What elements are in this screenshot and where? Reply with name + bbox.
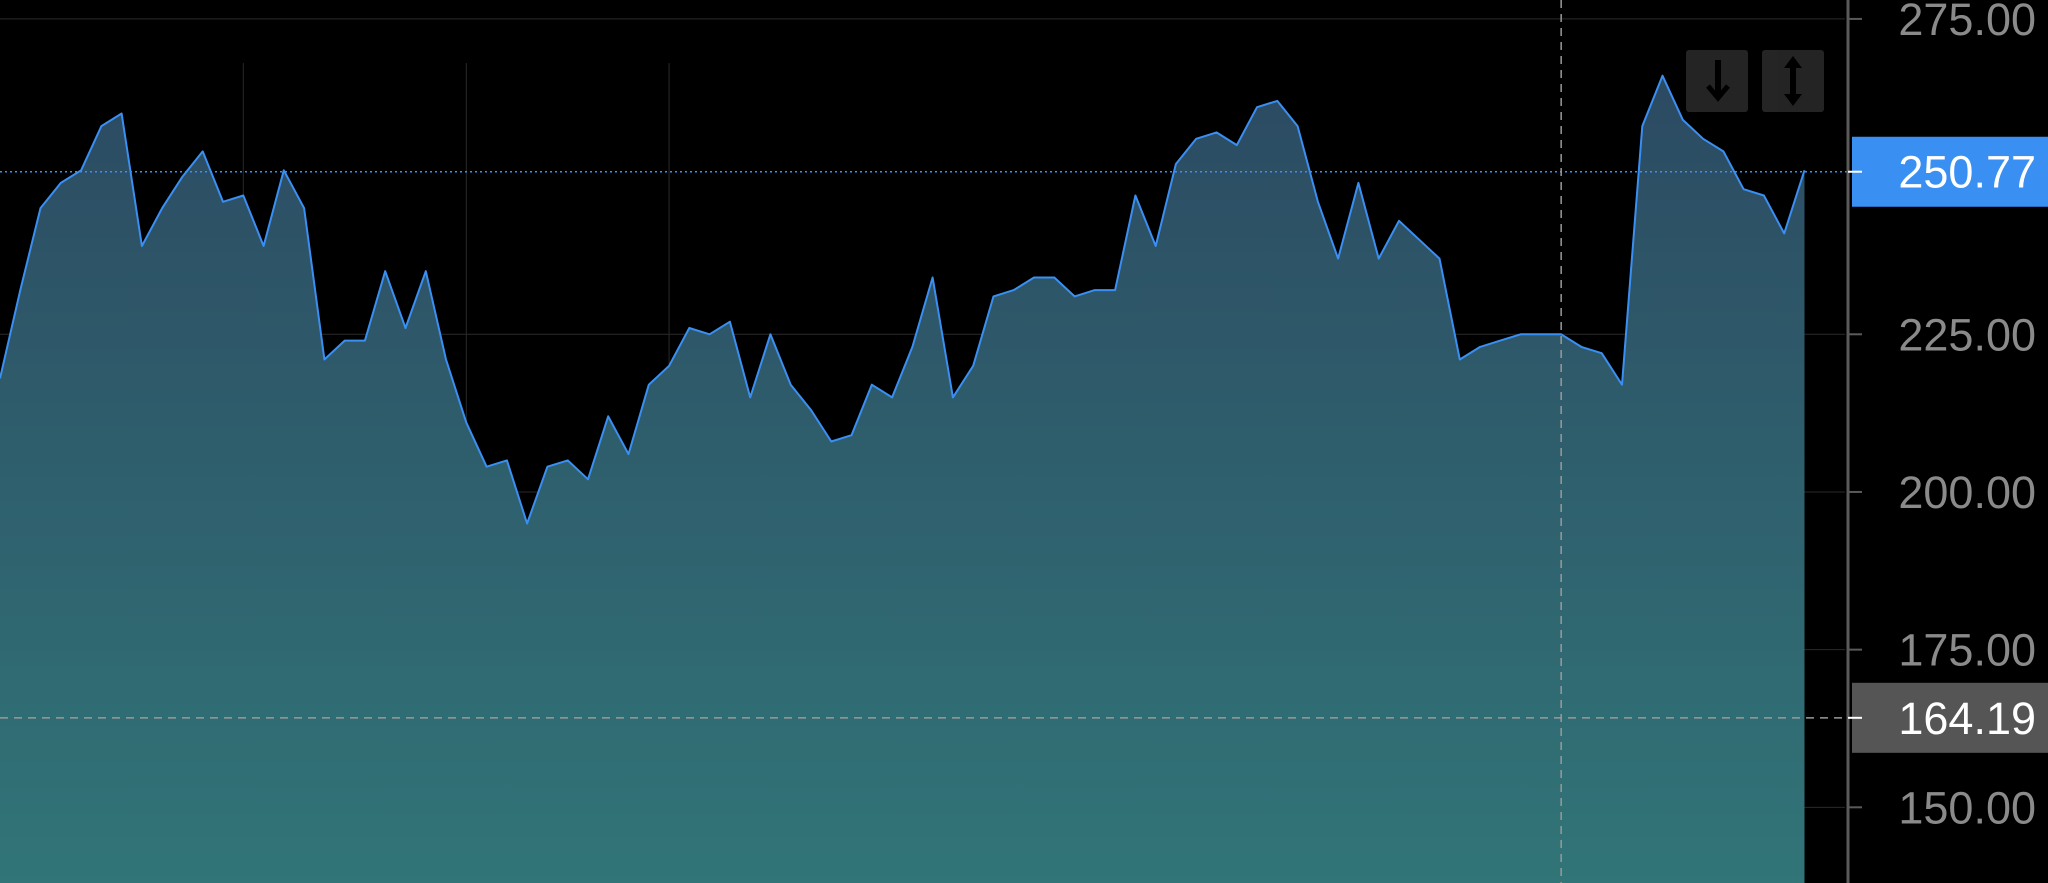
series-area-fill: [0, 75, 1805, 883]
auto-scale-button[interactable]: [1762, 50, 1824, 112]
scroll-to-realtime-icon: [1706, 60, 1730, 102]
price-axis-tick-label: 275.00: [1898, 0, 2036, 45]
scroll-to-realtime-button[interactable]: [1686, 50, 1748, 112]
price-axis-tick-label: 200.00: [1898, 467, 2036, 518]
series-line: [0, 74, 1806, 525]
price-lines: [0, 0, 1848, 883]
price-axis-tick-label: 175.00: [1898, 625, 2036, 676]
last-price-badge-label: 250.77: [1898, 147, 2036, 198]
price-axis[interactable]: 275.00 225.00 200.00 175.00 150.00 250.77 164.…: [1846, 0, 2048, 883]
price-axis-tick-label: 225.00: [1898, 309, 2036, 360]
series-area: [0, 74, 1806, 883]
crosshair-price-badge: [1852, 682, 2048, 753]
auto-scale-icon: [1784, 56, 1802, 106]
last-price-badge: [1852, 136, 2048, 207]
price-axis-tick-label: 150.00: [1898, 782, 2036, 833]
crosshair-price-badge-label: 164.19: [1898, 693, 2036, 744]
